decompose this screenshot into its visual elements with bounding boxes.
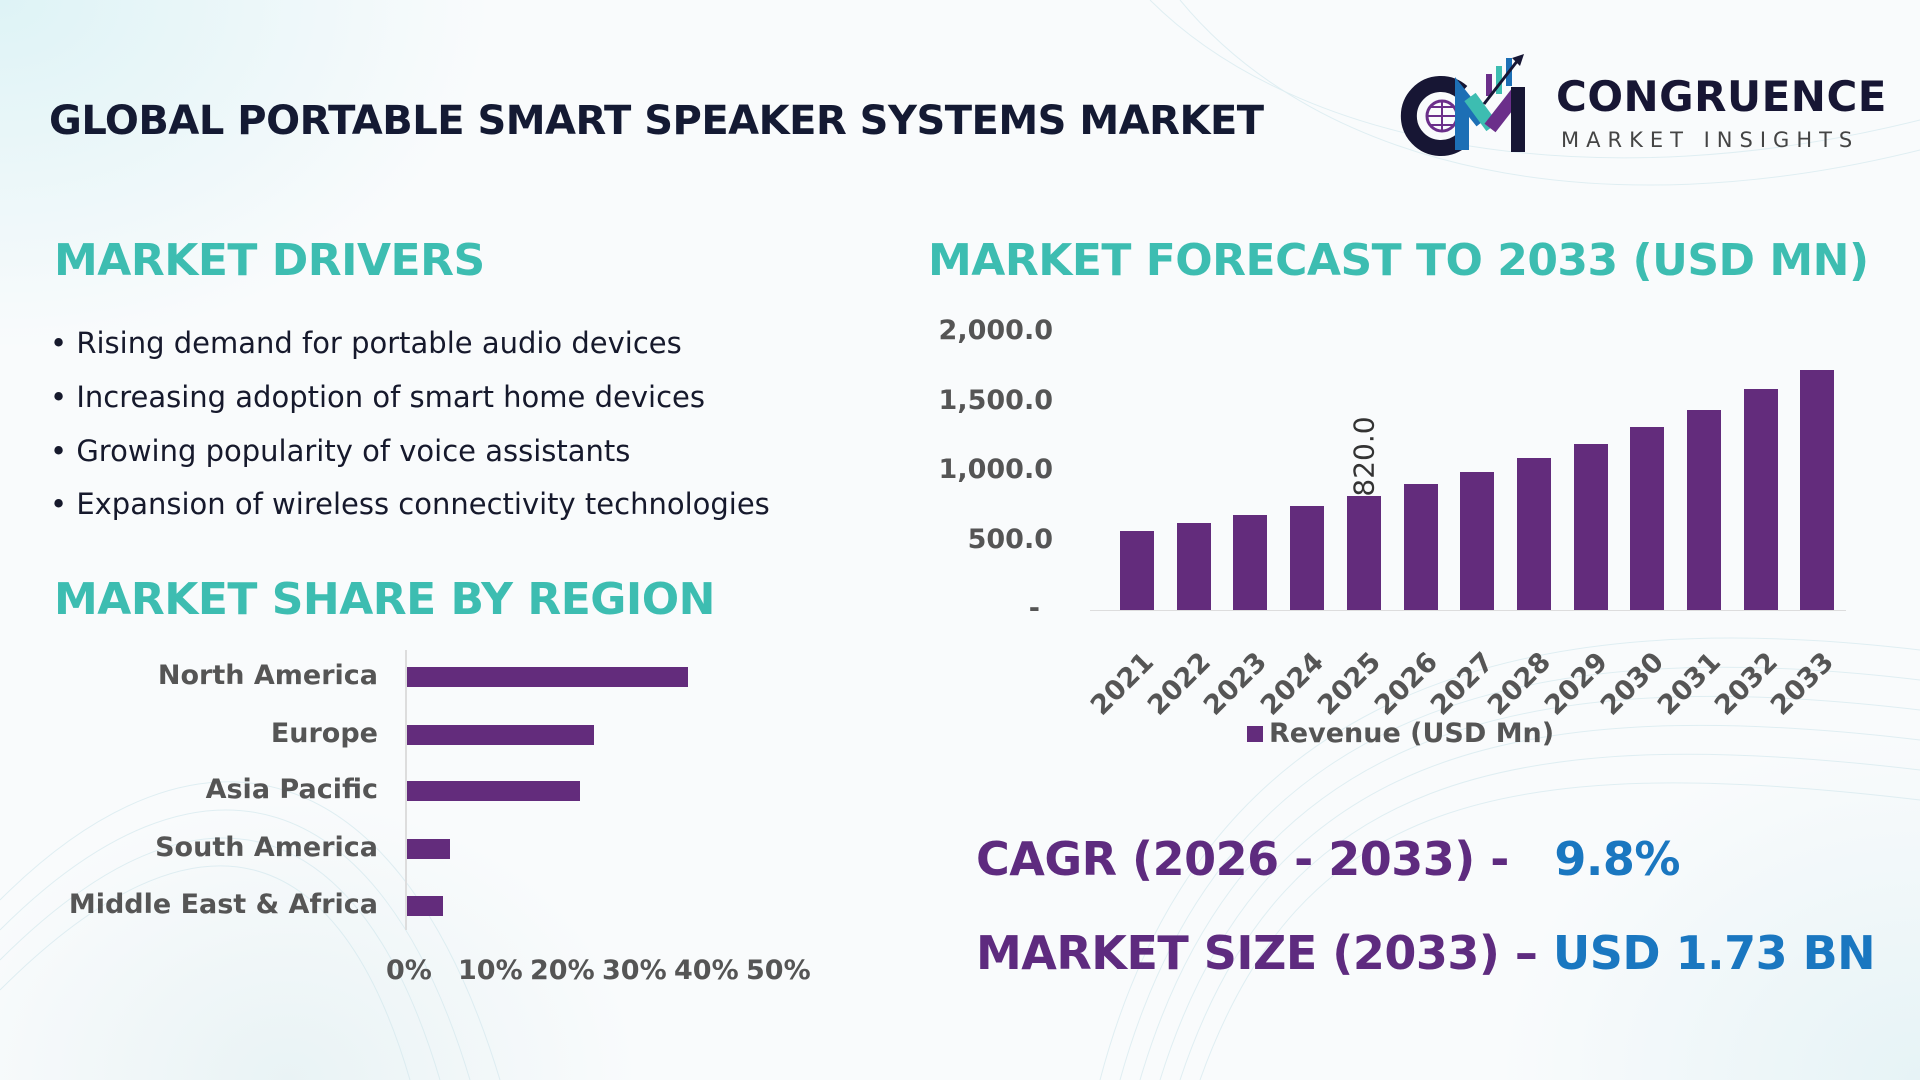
region-label: Europe [270,718,378,749]
forecast-bar [1573,443,1608,610]
region-tick-label: 40% [674,955,739,986]
region-bar [407,781,580,801]
region-tick-label: 30% [602,955,667,986]
y-tick-label: - [1028,593,1040,624]
region-tick-label: 0% [386,955,432,986]
forecast-bar [1800,369,1835,610]
logo-mark-icon [1400,54,1525,156]
region-bar [407,839,451,859]
region-heading: MARKET SHARE BY REGION [54,574,716,625]
cagr-value: 9.8% [1554,832,1680,886]
legend-swatch [1247,725,1263,742]
forecast-bar [1233,515,1268,610]
forecast-bar [1516,457,1551,610]
region-bar [407,896,443,916]
region-tick-label: 10% [458,955,523,986]
y-tick-label: 1,500.0 [938,384,1053,416]
forecast-bar [1687,409,1721,610]
driver-item: • Rising demand for portable audio devic… [50,326,682,360]
cagr-label: CAGR (2026 - 2033) - [976,832,1509,886]
forecast-bar [1120,531,1154,610]
forecast-bar [1403,484,1438,610]
cagr-row: CAGR (2026 - 2033) - 9.8% [976,832,1680,886]
logo [1400,52,1550,157]
y-tick-label: 1,000.0 [938,454,1053,485]
market-size-value: USD 1.73 BN [1552,926,1876,980]
forecast-bar [1290,506,1325,610]
y-tick-label: 500.0 [967,523,1053,555]
forecast-bar [1346,496,1381,610]
region-label: North America [157,660,378,691]
region-label: South America [155,832,378,863]
forecast-bar [1630,426,1665,610]
data-label: 820.0 [1347,416,1381,497]
logo-tagline: MARKET INSIGHTS [1561,128,1860,152]
region-axis [405,650,407,930]
forecast-bar [1176,523,1211,610]
driver-item: • Expansion of wireless connectivity tec… [50,487,770,521]
region-bar [407,667,688,687]
region-label: Asia Pacific [205,774,378,805]
forecast-bar [1460,471,1495,610]
market-size-row: MARKET SIZE (2033) – USD 1.73 BN [976,926,1876,980]
region-tick-label: 50% [746,955,811,986]
region-tick-label: 20% [530,955,595,986]
legend-label: Revenue (USD Mn) [1269,718,1555,749]
driver-item: • Increasing adoption of smart home devi… [50,380,705,414]
forecast-bar [1743,389,1778,610]
page-title: GLOBAL PORTABLE SMART SPEAKER SYSTEMS MA… [49,98,1264,144]
market-size-label: MARKET SIZE (2033) – [976,926,1538,980]
region-bar [407,725,595,745]
y-tick-label: 2,000.0 [938,315,1053,346]
x-axis-line [1090,610,1846,611]
driver-item: • Growing popularity of voice assistants [50,434,631,468]
drivers-heading: MARKET DRIVERS [54,235,485,286]
chart-legend: Revenue (USD Mn) [1247,718,1554,749]
region-label: Middle East & Africa [68,889,378,920]
forecast-heading: MARKET FORECAST TO 2033 (USD MN) [928,235,1869,286]
logo-name: CONGRUENCE [1556,72,1887,121]
